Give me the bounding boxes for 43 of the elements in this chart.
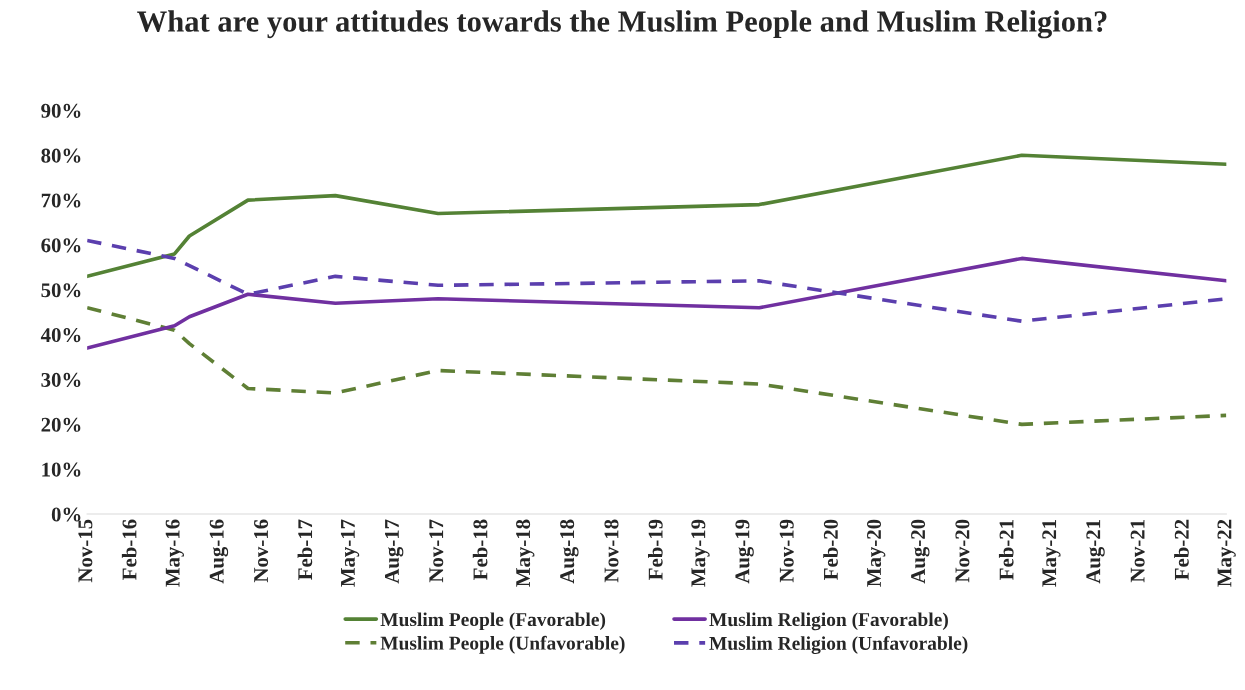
x-tick-label: May-22 [1217, 519, 1236, 587]
x-tick-label: Aug-20 [911, 519, 930, 584]
line-series [87, 305, 1227, 427]
x-tick-label: Aug-19 [735, 519, 754, 584]
x-tick-label: May-17 [340, 519, 360, 587]
x-tick-label: May-16 [165, 519, 184, 587]
x-tick-label: Feb-22 [1174, 519, 1189, 580]
legend-label: Muslim People (Favorable) [380, 612, 606, 631]
chart-title: What are your attitudes towards the Muslim People and Muslim Religion? [137, 10, 1107, 39]
legend-label: Muslim Religion (Unfavorable) [709, 636, 968, 654]
x-tick-label: Aug-18 [560, 519, 579, 584]
line-series [87, 256, 1227, 350]
y-tick-label: 80% [41, 148, 81, 163]
x-tick-label: Nov-17 [429, 519, 444, 583]
y-tick-label: 30% [41, 372, 81, 387]
y-tick-label: 90% [41, 103, 81, 118]
legend-label: Muslim People (Unfavorable) [380, 635, 625, 654]
x-tick-label: Feb-20 [823, 519, 838, 580]
x-tick-label: Nov-19 [779, 519, 794, 583]
x-tick-label: Aug-16 [209, 519, 229, 584]
x-tick-label: Feb-16 [121, 519, 137, 580]
x-tick-label: Nov-16 [254, 519, 269, 583]
x-tick-label: Aug-17 [385, 519, 404, 584]
y-tick-label: 20% [41, 417, 81, 432]
y-tick-label: 10% [42, 462, 81, 477]
x-tick-label: May-19 [691, 519, 710, 587]
x-tick-label: Nov-18 [604, 519, 619, 583]
x-tick-label: May-20 [866, 519, 886, 587]
x-tick-label: Feb-19 [648, 519, 663, 580]
x-tick-label: Feb-21 [998, 519, 1014, 580]
x-tick-label: May-18 [516, 519, 535, 587]
x-tick-label: Nov-20 [955, 519, 970, 583]
y-tick-label: 50% [41, 283, 81, 298]
line-series [87, 153, 1227, 279]
x-tick-label: Feb-17 [297, 519, 313, 580]
y-tick-label: 60% [41, 238, 81, 253]
x-tick-label: Feb-18 [472, 519, 488, 580]
x-tick-label: Nov-21 [1130, 519, 1145, 583]
legend-label: Muslim Religion (Favorable) [709, 612, 948, 631]
y-tick-label: 70% [41, 193, 81, 208]
x-tick-label: Aug-21 [1086, 519, 1105, 584]
x-tick-label: May-21 [1042, 519, 1061, 587]
y-tick-label: 40% [40, 328, 81, 343]
